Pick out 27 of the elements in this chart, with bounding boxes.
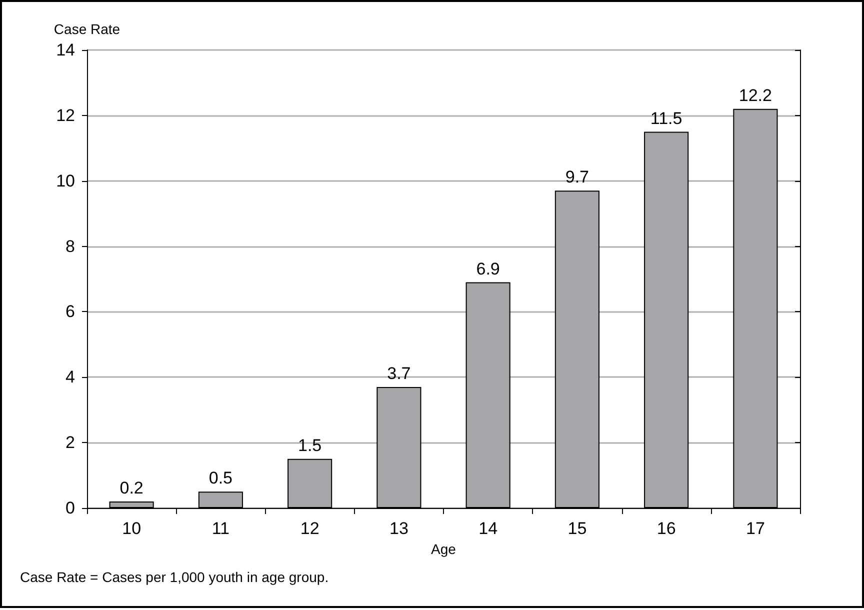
data-label: 0.5 [208, 468, 233, 488]
y-tick-label: 10 [56, 171, 75, 190]
y-tick-label: 4 [66, 368, 75, 387]
y-tick-label: 14 [56, 40, 75, 60]
y-axis-title: Case Rate [54, 21, 120, 37]
text: Case Rate = Cases per 1,000 youth in age group. [20, 569, 329, 585]
data-label: 1.5 [298, 436, 322, 455]
x-axis-title: Age [431, 540, 456, 557]
x-tick-label: 15 [568, 519, 587, 538]
y-tick-label: 2 [66, 433, 75, 452]
x-tick-label: 11 [212, 519, 230, 538]
data-label: 6.9 [476, 259, 500, 278]
x-tick-label: 17 [746, 519, 765, 538]
data-label: 12.2 [738, 86, 772, 105]
data-label: 0.2 [120, 478, 144, 498]
y-tick-label: 0 [66, 498, 75, 518]
x-tick-label: 16 [656, 519, 676, 538]
x-tick-label: 13 [389, 519, 408, 538]
y-tick-label: 12 [56, 106, 75, 125]
data-label: 11.5 [650, 108, 682, 128]
y-tick-label: 8 [66, 236, 75, 256]
x-tick-label: 12 [300, 519, 320, 538]
data-label: 9.7 [565, 168, 590, 187]
x-tick-label: 10 [122, 519, 142, 538]
y-tick-label: 6 [66, 302, 75, 322]
x-tick-label: 14 [478, 519, 498, 538]
data-label: 3.7 [387, 364, 411, 383]
